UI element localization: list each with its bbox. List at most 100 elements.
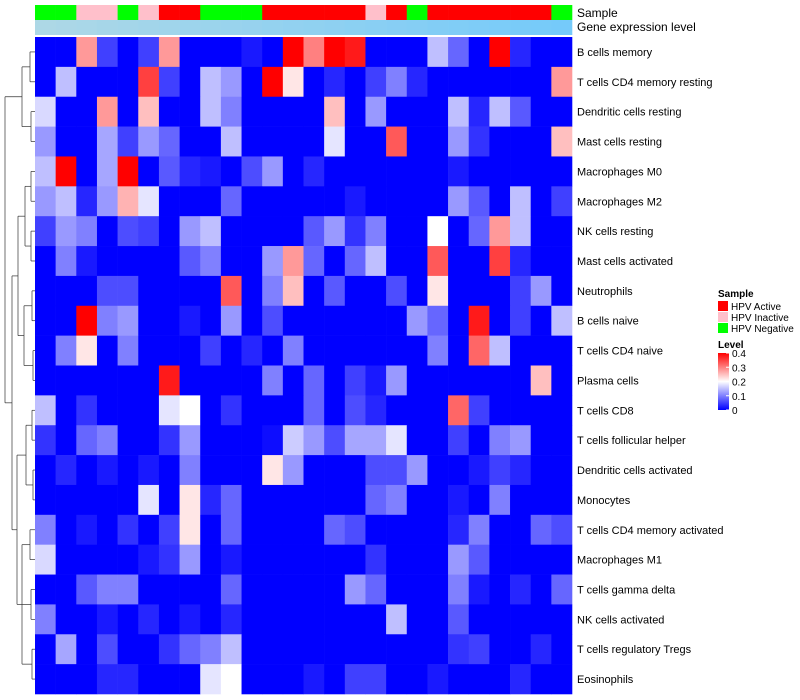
heatmap-cell (303, 186, 325, 217)
heatmap-cell (468, 634, 490, 665)
heatmap-cell (200, 246, 222, 277)
heatmap-cell (427, 66, 449, 98)
heatmap-cell (241, 365, 263, 396)
heatmap-cell (365, 246, 387, 277)
heatmap-cell (386, 216, 408, 247)
heatmap-cell (344, 574, 366, 605)
heatmap-cell (179, 514, 201, 545)
level-tick-label: 0.2 (732, 378, 746, 389)
heatmap-cell (303, 544, 325, 575)
sample-legend-label: HPV Active (731, 302, 781, 313)
heatmap-cell (55, 96, 77, 127)
heatmap-cell (303, 216, 325, 247)
heatmap-cell (158, 37, 180, 68)
heatmap-cell (448, 96, 470, 127)
row-label: T cells CD4 naive (577, 346, 663, 358)
heatmap-cell (76, 186, 98, 217)
heatmap-cell (344, 664, 366, 695)
heatmap-cell (448, 305, 470, 336)
expression-annotation-cell (427, 20, 449, 35)
sample-annotation-cell (324, 5, 346, 20)
annotation-label-gene-expression: Gene expression level (577, 20, 696, 34)
expression-annotation-cell (468, 20, 490, 35)
heatmap-cell (282, 186, 304, 217)
heatmap-cell (55, 425, 77, 456)
sample-legend-label: HPV Inactive (731, 313, 789, 324)
heatmap-cell (427, 514, 449, 545)
heatmap-cell (282, 455, 304, 486)
heatmap-cell (138, 425, 160, 456)
heatmap-cell (117, 246, 139, 277)
heatmap-cell (303, 574, 325, 605)
heatmap-cell (76, 664, 98, 695)
heatmap-cell (489, 484, 511, 516)
heatmap-cell (200, 66, 222, 98)
heatmap-cell (76, 574, 98, 605)
heatmap-cell (303, 246, 325, 277)
heatmap-cell (200, 37, 222, 68)
heatmap-cell (220, 664, 242, 695)
row-label: Dendritic cells resting (577, 107, 682, 119)
heatmap-cell (530, 305, 552, 336)
heatmap-cell (386, 365, 408, 396)
row-labels: B cells memory T cells CD4 memory resting… (577, 47, 724, 686)
heatmap-cell (35, 216, 56, 247)
expression-annotation-cell (200, 20, 222, 35)
heatmap-cell (427, 246, 449, 277)
heatmap-cell (117, 604, 139, 635)
heatmap-cell (406, 574, 428, 605)
heatmap-cell (96, 66, 118, 98)
heatmap-cell (344, 246, 366, 277)
heatmap-cell (138, 604, 160, 635)
heatmap-cell (510, 156, 531, 187)
heatmap-cell (96, 156, 118, 187)
heatmap-cell (489, 664, 511, 695)
heatmap-cell (35, 425, 56, 456)
heatmap-cell (489, 455, 511, 486)
heatmap-cell (386, 156, 408, 187)
heatmap-cell (324, 305, 346, 336)
heatmap-cell (96, 574, 118, 605)
annotation-bars (35, 5, 573, 35)
heatmap-cell (386, 425, 408, 456)
heatmap-cell (365, 395, 387, 426)
heatmap-cell (406, 335, 428, 366)
heatmap-cell (55, 186, 77, 217)
heatmap-cell (530, 514, 552, 545)
heatmap-cell (406, 514, 428, 545)
heatmap-cell (117, 664, 139, 695)
heatmap-cell (386, 455, 408, 486)
sample-annotation-cell (220, 5, 242, 20)
heatmap-cell (489, 425, 511, 456)
heatmap-cell (117, 275, 139, 307)
heatmap-cell (551, 455, 573, 486)
heatmap-cell (282, 604, 304, 635)
heatmap-cell (76, 305, 98, 336)
heatmap-cell (427, 186, 449, 217)
heatmap-cell (324, 216, 346, 247)
heatmap-cell (427, 634, 449, 665)
heatmap-cell (96, 425, 118, 456)
expression-annotation-cell (117, 20, 139, 35)
heatmap-cell (551, 634, 573, 665)
heatmap-cell (96, 365, 118, 396)
heatmap-cell (117, 126, 139, 157)
heatmap-cell (530, 484, 552, 516)
heatmap-cell (468, 335, 490, 366)
heatmap-cell (138, 484, 160, 516)
heatmap-cell (158, 96, 180, 127)
heatmap-cell (510, 664, 531, 695)
heatmap-cell (35, 365, 56, 396)
heatmap-cell (76, 604, 98, 635)
heatmap-cell (241, 96, 263, 127)
sample-legend-swatch (718, 301, 728, 311)
heatmap-cell (200, 126, 222, 157)
row-label: Macrophages M1 (577, 555, 662, 567)
sample-annotation-cell (344, 5, 366, 20)
annotation-label-sample: Sample (577, 6, 618, 20)
expression-annotation-cell (241, 20, 263, 35)
heatmap-cell (55, 604, 77, 635)
row-label: Dendritic cells activated (577, 465, 693, 477)
